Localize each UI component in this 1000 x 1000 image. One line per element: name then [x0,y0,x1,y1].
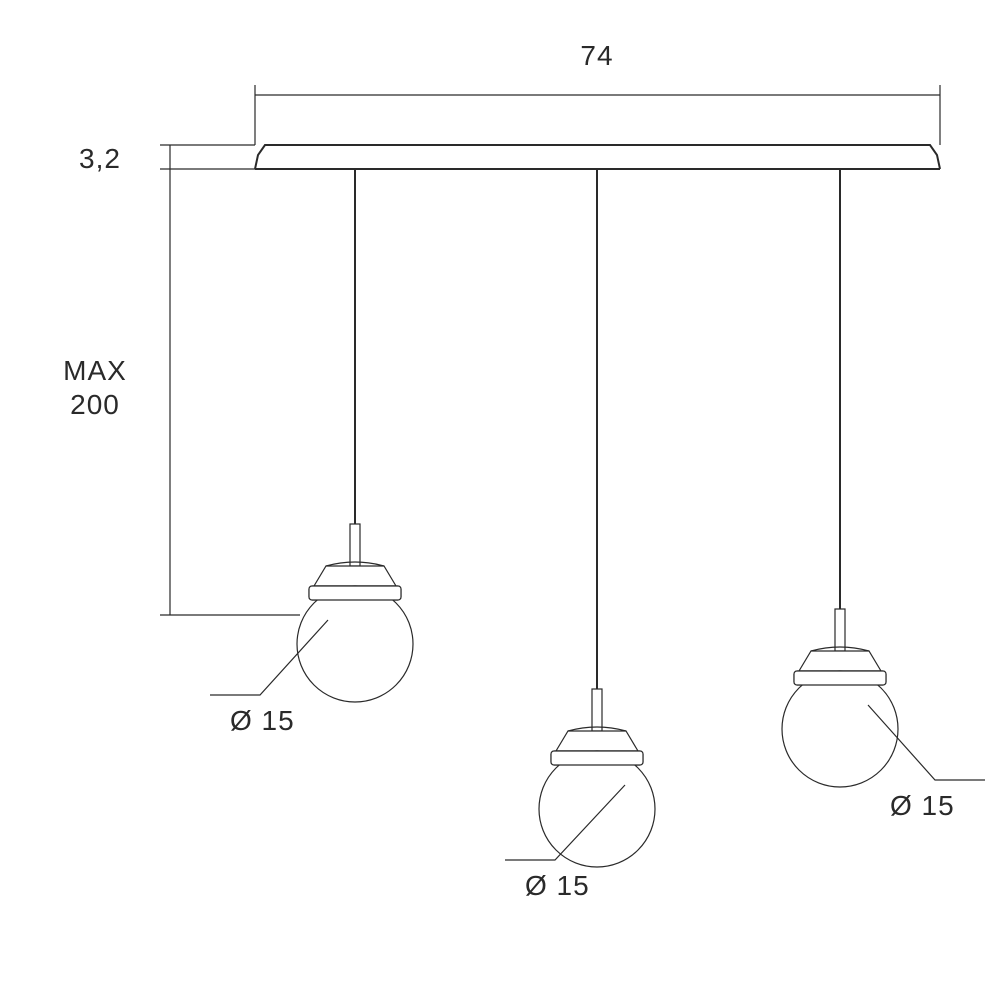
dim-thickness-label: 3,2 [79,143,121,174]
technical-drawing: 74 3,2 MAX200 Ø 15 Ø 15 Ø 15 [0,0,1000,1000]
pendant-globe [539,751,655,867]
pendant-stem [835,609,845,651]
pendant-stem [592,689,602,731]
diameter-label: Ø 15 [890,790,955,821]
dim-height-label-2: 200 [70,389,120,420]
pendant-cap [556,731,638,751]
canopy-outline [255,145,940,169]
dim-width-label: 74 [580,40,613,71]
diameter-label: Ø 15 [525,870,590,901]
dim-height-label-1: MAX [63,355,127,386]
pendant-cap [314,566,396,586]
pendant-globe [782,671,898,787]
pendant-globe [297,586,413,702]
diameter-label: Ø 15 [230,705,295,736]
pendant-stem [350,524,360,566]
pendant-cap [799,651,881,671]
